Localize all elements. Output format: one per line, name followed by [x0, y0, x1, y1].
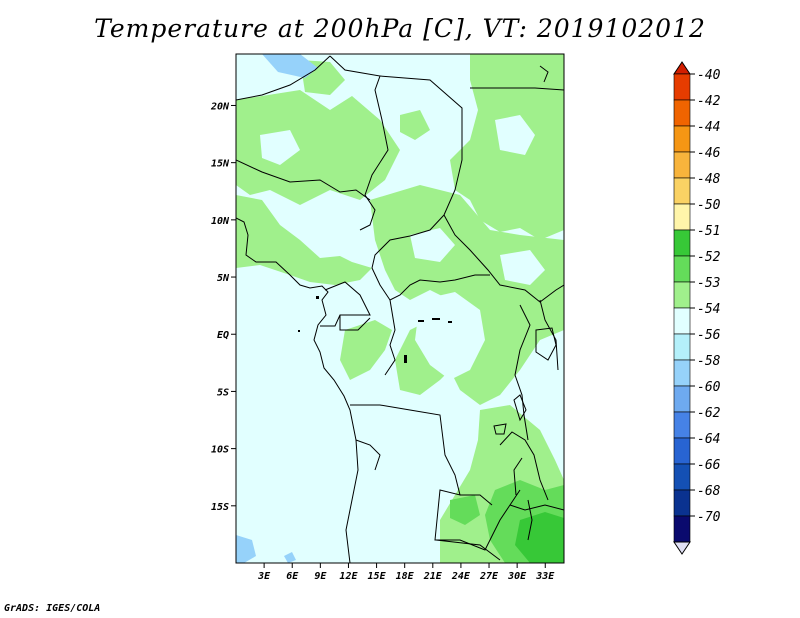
x-tick-label: 15E: [368, 571, 387, 582]
x-tick-label: 3E: [257, 571, 271, 582]
colorbar-label: -48: [697, 172, 721, 187]
colorbar-swatch: [673, 411, 691, 439]
colorbar-label: -70: [697, 510, 721, 525]
field-region-51: [515, 512, 564, 563]
colorbar-label: -68: [697, 484, 721, 499]
x-tick-label: 9E: [314, 571, 327, 582]
chart-title: Temperature at 200hPa [C], VT: 201910201…: [94, 14, 706, 43]
colorbar-swatch: [673, 151, 691, 179]
y-tick-label: 10S: [211, 445, 229, 456]
colorbar-swatch: [673, 73, 691, 101]
field-region-54-patches: [260, 115, 545, 380]
y-axis: 20N 15N 10N 5N EQ 5S 10S 15S: [210, 101, 236, 513]
colorbar-swatch: [673, 125, 691, 153]
x-tick-label: 33E: [535, 571, 555, 582]
colorbar-swatch: [673, 99, 691, 127]
y-tick-label: 15N: [211, 159, 230, 170]
x-tick-label: 18E: [396, 571, 415, 582]
y-tick-label: 10N: [211, 216, 230, 227]
colorbar-swatch: [673, 177, 691, 205]
colorbar-label: -42: [697, 94, 721, 109]
colorbar-label: -58: [697, 354, 721, 369]
map-field: [236, 54, 564, 563]
colorbar-label: -53: [697, 276, 720, 291]
colorbar-swatch: [673, 463, 691, 491]
x-tick-label: 6E: [286, 571, 299, 582]
colorbar-swatch: [673, 307, 691, 335]
country-borders: [236, 55, 564, 563]
field-region-56: [236, 54, 318, 563]
colorbar-label: -66: [697, 458, 721, 473]
colorbar-label: -62: [697, 406, 721, 421]
colorbar-label: -44: [697, 120, 720, 135]
colorbar-label: -52: [697, 250, 721, 265]
colorbar-label: -51: [697, 224, 720, 239]
colorbar-swatch: [673, 385, 691, 413]
y-tick-label: 5N: [217, 273, 230, 284]
colorbar-label: -46: [697, 146, 721, 161]
colorbar-label: -50: [697, 198, 721, 213]
colorbar-label: -54: [697, 302, 720, 317]
x-tick-label: 12E: [339, 571, 358, 582]
colorbar-label: -64: [697, 432, 720, 447]
colorbar: -40 -42 -44 -46 -48 -50 -51 -52 -53 -54 -56 -58 -60 -…: [673, 61, 721, 555]
colorbar-swatch: [673, 255, 691, 283]
colorbar-swatch: [673, 203, 691, 231]
x-tick-label: 24E: [451, 571, 471, 582]
colorbar-bottom-arrow: [673, 541, 691, 555]
x-tick-label: 30E: [507, 571, 527, 582]
colorbar-swatch: [673, 515, 691, 543]
lakes: [493, 65, 557, 541]
colorbar-swatch: [673, 229, 691, 257]
colorbar-label: -60: [697, 380, 721, 395]
colorbar-swatch: [673, 437, 691, 465]
colorbar-swatch: [673, 333, 691, 361]
grads-credit: GrADS: IGES/COLA: [4, 603, 101, 614]
colorbar-swatch: [673, 489, 691, 517]
x-axis: 3E 6E 9E 12E 15E 18E 21E 24E 27E 30E 33E: [257, 563, 555, 582]
y-tick-label: 15S: [211, 502, 229, 513]
colorbar-swatch: [673, 359, 691, 387]
y-tick-label: EQ: [217, 330, 229, 341]
map-noise-details: [298, 296, 452, 363]
x-tick-label: 21E: [423, 571, 443, 582]
map-frame: [235, 53, 565, 564]
colorbar-label: -40: [697, 68, 721, 83]
y-tick-label: 5S: [217, 387, 229, 398]
colorbar-top-arrow: [673, 61, 691, 75]
colorbar-label: -56: [697, 328, 721, 343]
x-tick-label: 27E: [479, 571, 499, 582]
colorbar-swatch: [673, 281, 691, 309]
y-tick-label: 20N: [210, 101, 230, 112]
